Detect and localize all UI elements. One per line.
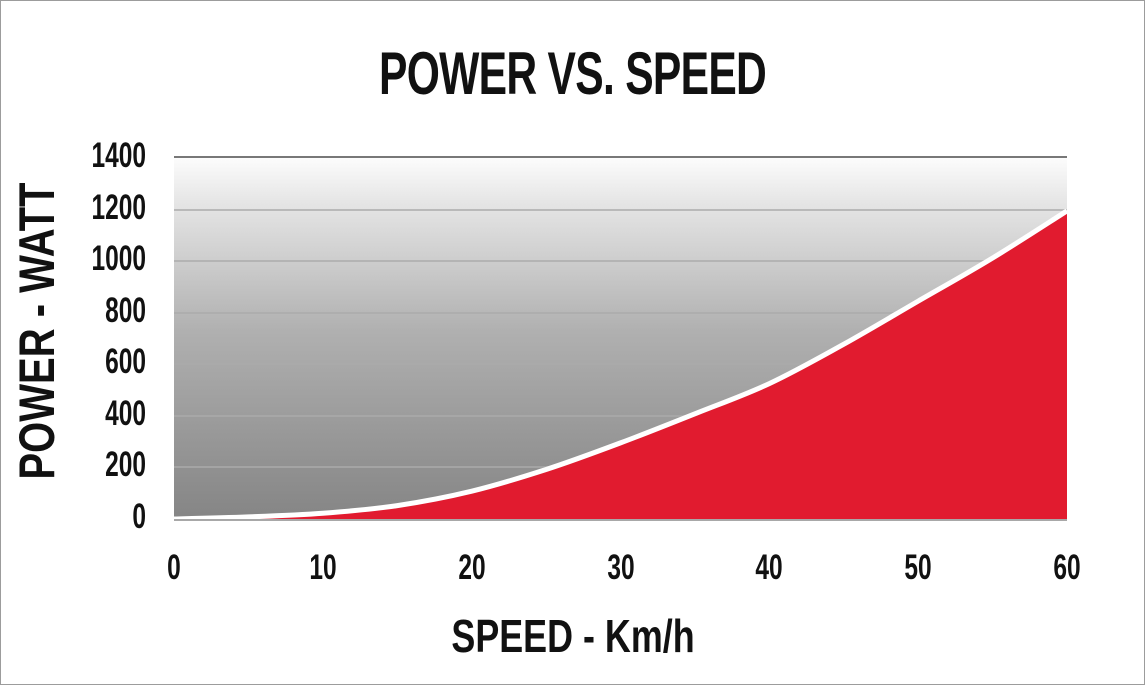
x-tick-label-50: 50 (904, 548, 932, 587)
y-tick-label-1000: 1000 (91, 239, 146, 279)
x-tick-label-30: 30 (606, 548, 635, 587)
gridline-600 (174, 363, 1067, 366)
y-tick-label-800: 800 (105, 290, 146, 330)
x-tick-label-0: 0 (167, 548, 181, 587)
power-curve-area (174, 210, 1067, 519)
y-tick-label-0: 0 (132, 497, 146, 536)
y-tick-label-1200: 1200 (91, 187, 146, 227)
chart-title: POWER VS. SPEED (1, 39, 1144, 108)
y-axis-title: POWER - WATT (9, 182, 65, 480)
y-tick-label-400: 400 (105, 393, 146, 433)
power-curve-chart (174, 208, 1067, 519)
y-tick-label-200: 200 (105, 445, 146, 485)
gridline-400 (174, 414, 1067, 417)
gridline-1200 (174, 208, 1067, 211)
x-tick-label-60: 60 (1053, 548, 1081, 587)
x-tick-label-40: 40 (755, 548, 783, 587)
chart-title-text: POWER VS. SPEED (378, 40, 767, 107)
gridline-800 (174, 311, 1067, 314)
x-axis-title: SPEED - Km/h (450, 610, 695, 662)
gridline-1000 (174, 260, 1067, 263)
x-tick-label-20: 20 (458, 548, 486, 587)
x-tick-label-10: 10 (309, 548, 337, 587)
y-tick-label-600: 600 (105, 342, 146, 382)
y-tick-label-1400: 1400 (91, 136, 146, 175)
power-curve-line (174, 208, 1067, 519)
plot-area (174, 156, 1067, 521)
